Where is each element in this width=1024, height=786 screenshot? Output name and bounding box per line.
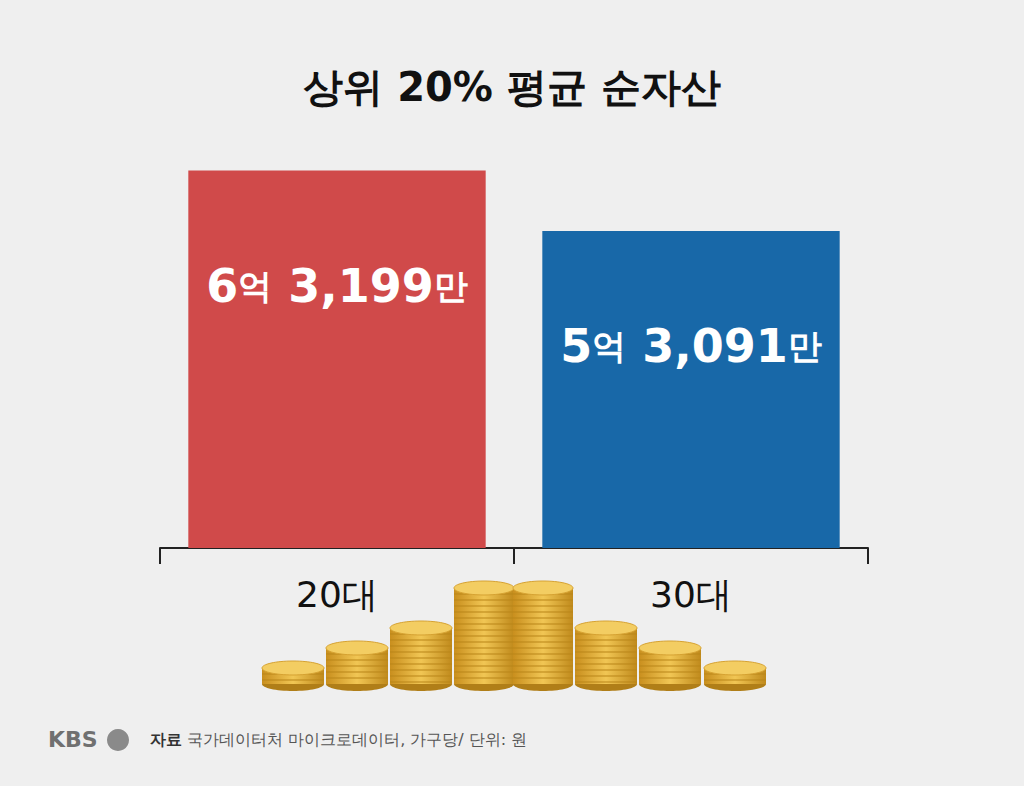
svg-text:만: 만 — [788, 326, 822, 366]
svg-text:3,091: 3,091 — [626, 319, 788, 373]
svg-text:자료: 자료 — [150, 730, 182, 749]
svg-text:3,199: 3,199 — [272, 259, 434, 313]
svg-text:5: 5 — [560, 319, 592, 373]
svg-text:억: 억 — [592, 326, 626, 366]
svg-text:KBS: KBS — [48, 727, 98, 752]
svg-text:억: 억 — [238, 266, 272, 306]
svg-text:만: 만 — [434, 266, 468, 306]
svg-text:6: 6 — [206, 259, 238, 313]
svg-text:20대: 20대 — [296, 574, 378, 615]
svg-text:30대: 30대 — [650, 574, 732, 615]
svg-text:국가데이터처 마이크로데이터, 가구당/ 단위: 원: 국가데이터처 마이크로데이터, 가구당/ 단위: 원 — [182, 730, 527, 749]
svg-text:상위 20% 평균 순자산: 상위 20% 평균 순자산 — [303, 64, 721, 110]
